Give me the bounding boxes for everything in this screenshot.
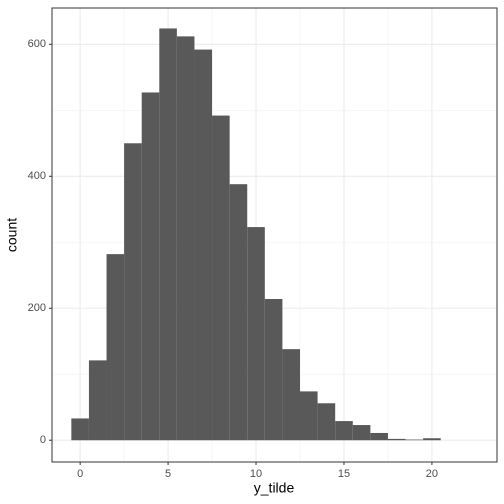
y-tick-label: 0 [40,434,46,446]
bar [264,299,283,441]
bar [159,28,177,441]
x-tick-label: 5 [165,468,171,480]
bar [387,438,406,441]
bar [423,438,441,441]
y-axis-label: count [4,218,20,252]
y-tick-label: 200 [28,302,46,314]
x-tick-label: 15 [338,468,350,480]
y-tick-label: 600 [28,38,46,50]
x-tick-label: 0 [77,468,83,480]
bar [247,227,265,441]
bar [335,421,353,441]
bar [176,36,195,441]
bar [370,432,388,441]
bar [282,349,301,441]
y-tick-label: 400 [28,170,46,182]
bar [141,92,160,441]
bar [212,115,230,441]
x-axis-label: y_tilde [254,480,295,496]
bar [317,403,336,441]
bar [124,143,142,441]
bar [194,49,213,441]
bar [71,418,89,441]
bar [405,439,424,441]
bar [229,184,248,441]
bar [88,360,107,441]
x-tick-label: 10 [250,468,262,480]
bar [352,425,371,441]
bar [106,254,125,441]
bar [300,391,318,441]
panel-border [51,7,498,463]
x-tick-label: 20 [426,468,438,480]
